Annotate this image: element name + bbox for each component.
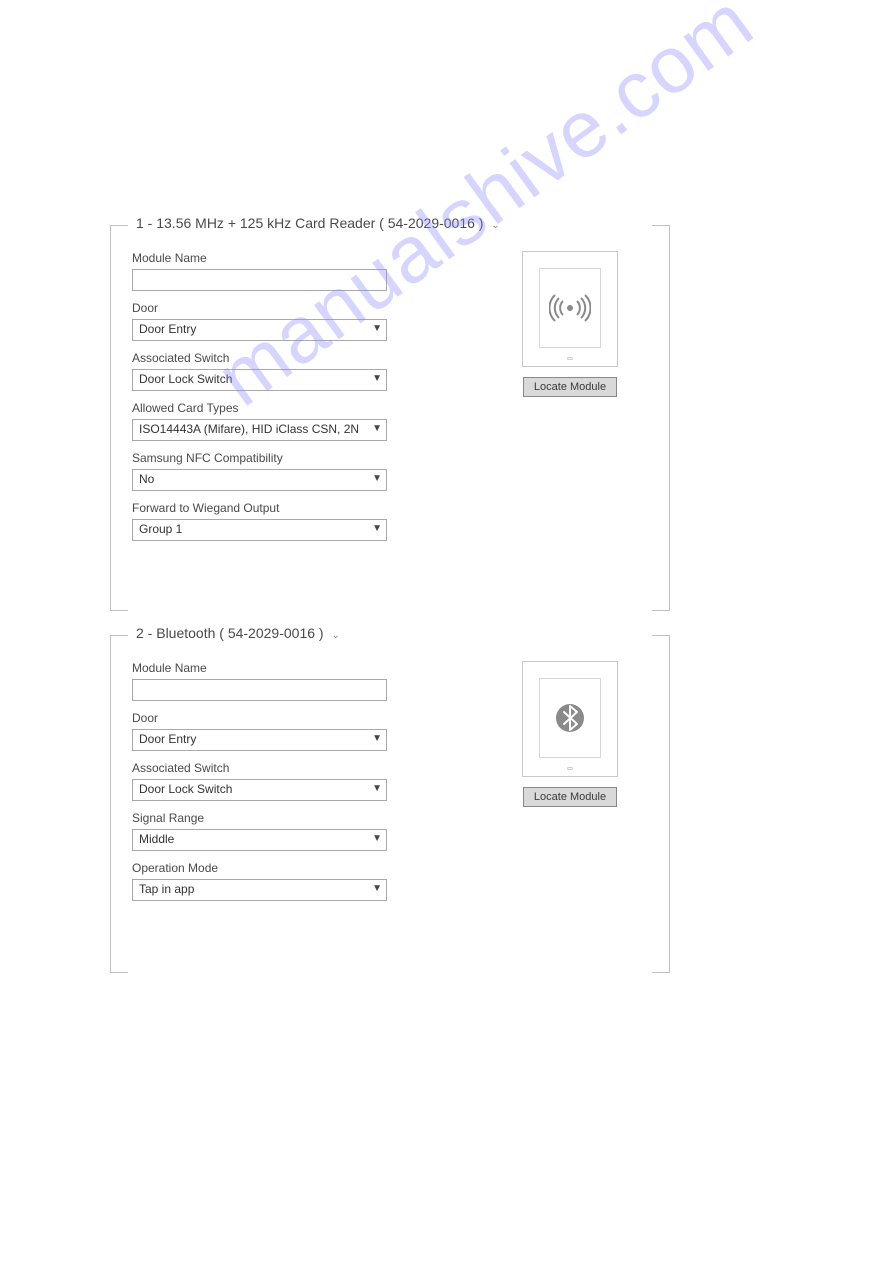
field-label: Samsung NFC Compatibility (132, 451, 392, 465)
field-door: Door Door Entry ▼ (132, 301, 392, 341)
rfid-icon (549, 294, 591, 322)
forward-wiegand-select[interactable]: Group 1 ▼ (132, 519, 387, 541)
field-forward-wiegand: Forward to Wiegand Output Group 1 ▼ (132, 501, 392, 541)
caret-down-icon: ▼ (372, 323, 382, 334)
page-container: 1 - 13.56 MHz + 125 kHz Card Reader ( 54… (110, 215, 670, 987)
form-column: Module Name Door Door Entry ▼ Associated… (132, 661, 392, 911)
operation-mode-select[interactable]: Tap in app ▼ (132, 879, 387, 901)
locate-module-button[interactable]: Locate Module (523, 377, 617, 397)
associated-switch-select[interactable]: Door Lock Switch ▼ (132, 779, 387, 801)
caret-down-icon: ▼ (372, 833, 382, 844)
caret-down-icon: ▼ (372, 473, 382, 484)
device-led-icon (567, 767, 573, 770)
module-name-input[interactable] (132, 269, 387, 291)
module-panel-card-reader: 1 - 13.56 MHz + 125 kHz Card Reader ( 54… (110, 215, 670, 611)
field-label: Associated Switch (132, 351, 392, 365)
button-label: Locate Module (534, 791, 606, 803)
field-label: Associated Switch (132, 761, 392, 775)
signal-range-select[interactable]: Middle ▼ (132, 829, 387, 851)
select-value: Door Lock Switch (139, 782, 232, 796)
device-inner (539, 268, 601, 348)
side-column: Locate Module (392, 661, 648, 911)
select-value: Door Entry (139, 732, 196, 746)
select-value: Middle (139, 832, 174, 846)
allowed-card-types-select[interactable]: ISO14443A (Mifare), HID iClass CSN, 2N ▼ (132, 419, 387, 441)
panel-body: Module Name Door Door Entry ▼ Associated… (110, 233, 670, 621)
panel-title-text: 2 - Bluetooth ( 54-2029-0016 ) (136, 625, 324, 641)
field-label: Forward to Wiegand Output (132, 501, 392, 515)
caret-down-icon: ▼ (372, 373, 382, 384)
select-value: Group 1 (139, 522, 182, 536)
button-label: Locate Module (534, 381, 606, 393)
field-associated-switch: Associated Switch Door Lock Switch ▼ (132, 761, 392, 801)
field-module-name: Module Name (132, 661, 392, 701)
select-value: No (139, 472, 154, 486)
panel-title-text: 1 - 13.56 MHz + 125 kHz Card Reader ( 54… (136, 215, 483, 231)
panel-title[interactable]: 2 - Bluetooth ( 54-2029-0016 ) ⌄ (130, 625, 346, 641)
select-value: ISO14443A (Mifare), HID iClass CSN, 2N (139, 422, 359, 436)
panel-body: Module Name Door Door Entry ▼ Associated… (110, 643, 670, 981)
door-select[interactable]: Door Entry ▼ (132, 319, 387, 341)
module-name-input[interactable] (132, 679, 387, 701)
field-label: Signal Range (132, 811, 392, 825)
field-operation-mode: Operation Mode Tap in app ▼ (132, 861, 392, 901)
field-door: Door Door Entry ▼ (132, 711, 392, 751)
caret-down-icon: ▼ (372, 523, 382, 534)
device-preview (522, 251, 618, 367)
caret-down-icon: ▼ (372, 883, 382, 894)
bluetooth-icon (555, 700, 585, 736)
form-column: Module Name Door Door Entry ▼ Associated… (132, 251, 392, 551)
side-column: Locate Module (392, 251, 648, 551)
device-inner (539, 678, 601, 758)
chevron-down-icon: ⌄ (491, 220, 499, 231)
device-preview (522, 661, 618, 777)
field-label: Allowed Card Types (132, 401, 392, 415)
field-label: Door (132, 301, 392, 315)
field-label: Door (132, 711, 392, 725)
caret-down-icon: ▼ (372, 783, 382, 794)
module-panel-bluetooth: 2 - Bluetooth ( 54-2029-0016 ) ⌄ Module … (110, 625, 670, 973)
device-led-icon (567, 357, 573, 360)
caret-down-icon: ▼ (372, 423, 382, 434)
field-module-name: Module Name (132, 251, 392, 291)
field-label: Module Name (132, 251, 392, 265)
field-samsung-nfc: Samsung NFC Compatibility No ▼ (132, 451, 392, 491)
field-label: Operation Mode (132, 861, 392, 875)
select-value: Door Lock Switch (139, 372, 232, 386)
field-label: Module Name (132, 661, 392, 675)
field-signal-range: Signal Range Middle ▼ (132, 811, 392, 851)
field-associated-switch: Associated Switch Door Lock Switch ▼ (132, 351, 392, 391)
panel-title[interactable]: 1 - 13.56 MHz + 125 kHz Card Reader ( 54… (130, 215, 506, 231)
field-allowed-card-types: Allowed Card Types ISO14443A (Mifare), H… (132, 401, 392, 441)
caret-down-icon: ▼ (372, 733, 382, 744)
samsung-nfc-select[interactable]: No ▼ (132, 469, 387, 491)
select-value: Door Entry (139, 322, 196, 336)
locate-module-button[interactable]: Locate Module (523, 787, 617, 807)
chevron-down-icon: ⌄ (331, 630, 339, 641)
door-select[interactable]: Door Entry ▼ (132, 729, 387, 751)
associated-switch-select[interactable]: Door Lock Switch ▼ (132, 369, 387, 391)
select-value: Tap in app (139, 882, 194, 896)
